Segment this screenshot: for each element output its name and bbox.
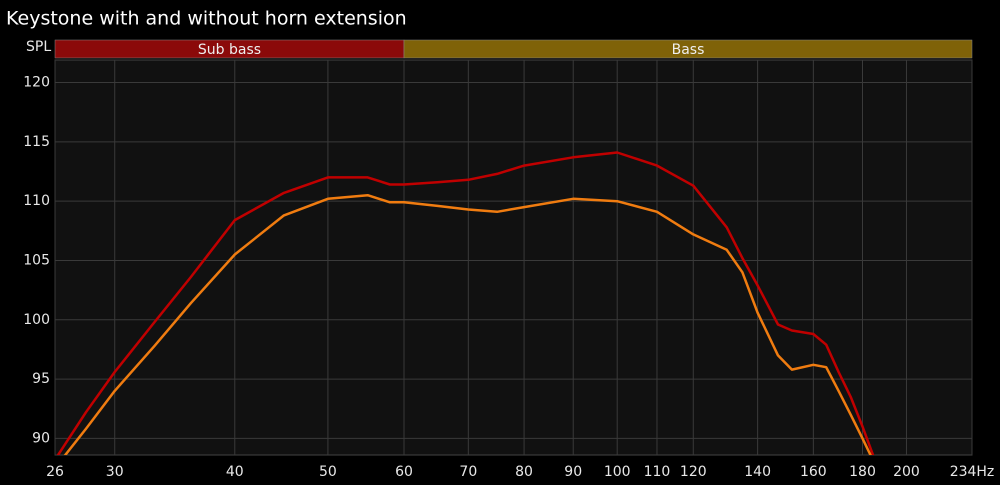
chart-title: Keystone with and without horn extension [6,8,407,30]
band-label: Bass [672,42,705,58]
y-tick-label: 90 [32,430,50,446]
series-line [56,151,875,455]
x-tick-label: 120 [680,464,707,480]
plot-area [54,59,973,456]
x-tick-label: 180 [849,464,876,480]
x-tick-label: 26 [46,464,64,480]
x-tick-label: 30 [106,464,124,480]
x-tick-label: 234Hz [950,464,995,480]
x-tick-label: 80 [515,464,533,480]
y-axis-label: SPL [26,39,51,55]
x-tick-label: 160 [800,464,827,480]
x-tick-label: 90 [564,464,582,480]
y-tick-label: 115 [23,134,50,150]
x-tick-label: 70 [459,464,477,480]
x-tick-label: 200 [893,464,920,480]
y-tick-label: 95 [32,371,50,387]
x-tick-label: 60 [395,464,413,480]
band [403,39,973,59]
band-label: Sub bass [198,42,261,58]
y-tick-label: 110 [23,193,50,209]
x-tick-label: 110 [644,464,671,480]
x-tick-label: 140 [744,464,771,480]
grid [54,59,973,456]
lines [56,151,875,455]
x-tick-label: 40 [226,464,244,480]
y-tick-label: 105 [23,252,50,268]
series-line [63,193,872,455]
y-tick-label: 120 [23,75,50,91]
y-tick-label: 100 [23,312,50,328]
x-tick-label: 50 [319,464,337,480]
x-tick-label: 100 [604,464,631,480]
